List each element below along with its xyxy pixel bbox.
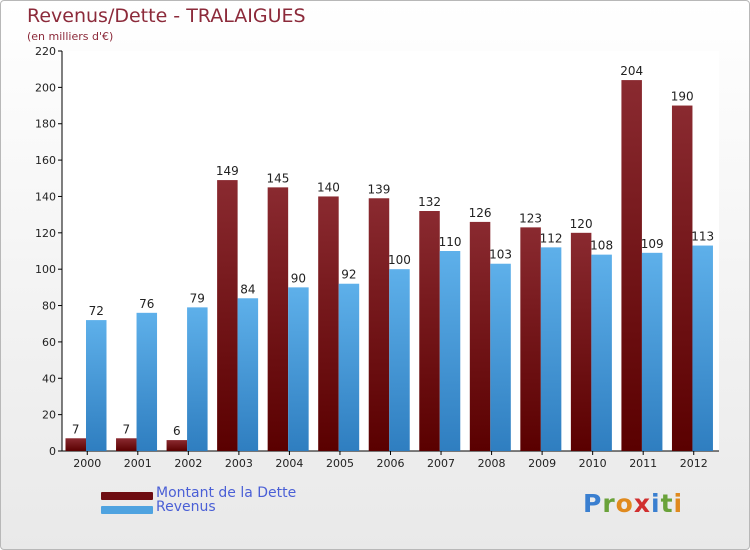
x-tick-label: 2012 [680,457,708,470]
x-tick-label: 2000 [73,457,101,470]
bar-dette [267,187,289,451]
data-label-revenus: 110 [439,235,462,249]
bar-dette [520,227,541,451]
y-tick-label: 180 [35,118,56,131]
y-tick-label: 100 [35,263,56,276]
bars [65,80,713,451]
data-label-dette: 204 [620,64,643,78]
bar-dette [116,438,137,451]
bar-revenus [237,298,259,451]
data-label-dette: 190 [671,90,694,104]
y-tick-label: 160 [35,154,56,167]
data-label-dette: 132 [418,195,441,209]
x-tick-label: 2006 [377,457,405,470]
data-label-revenus: 108 [590,239,613,253]
y-tick-label: 40 [42,372,56,385]
data-label-revenus: 72 [89,304,104,318]
bar-revenus [490,263,511,451]
x-tick-label: 2004 [275,457,303,470]
bar-revenus [86,320,107,451]
y-tick-label: 220 [35,45,56,58]
legend-label-dette: Montant de la Dette [156,485,297,501]
data-label-dette: 149 [216,164,239,178]
bar-revenus [338,283,360,451]
data-label-revenus: 103 [489,248,512,262]
data-label-revenus: 100 [388,253,411,267]
x-tick-label: 2001 [124,457,152,470]
bar-dette [368,198,390,451]
bar-revenus [591,254,612,451]
x-tick-label: 2002 [174,457,202,470]
x-tick-label: 2008 [478,457,506,470]
bar-revenus [692,245,713,451]
bar-dette [166,440,188,451]
x-tick-label: 2011 [629,457,657,470]
proxiti-logo: Proxiti [583,489,684,518]
data-label-dette: 6 [173,424,181,438]
data-label-dette: 139 [368,182,391,196]
data-label-dette: 7 [122,422,130,436]
y-tick-label: 140 [35,190,56,203]
bar-dette [318,196,339,451]
y-tick-label: 20 [42,409,56,422]
bar-revenus [439,251,461,451]
bar-revenus [187,307,208,451]
data-label-revenus: 76 [139,297,154,311]
data-label-revenus: 84 [240,282,255,296]
bar-dette [65,438,86,451]
x-tick-label: 2007 [427,457,455,470]
bar-revenus [540,247,562,451]
x-tick-label: 2010 [579,457,607,470]
x-tick-label: 2003 [225,457,253,470]
bar-dette [671,105,693,451]
chart-subtitle: (en milliers d'€) [27,30,114,43]
legend-label-revenus: Revenus [156,499,216,515]
data-label-revenus: 92 [341,268,356,282]
bar-revenus [641,252,663,451]
bar-revenus [288,287,309,451]
data-label-dette: 7 [72,422,80,436]
bar-dette [570,232,592,451]
legend-swatch-dette [101,492,153,500]
bar-dette [217,180,238,451]
axes: 0 20 40 60 80 100 120 140 160 180 200 220 2000 2001 20… [35,45,719,470]
y-tick-label: 60 [42,336,56,349]
y-tick-label: 200 [35,81,56,94]
y-tick-label: 120 [35,227,56,240]
data-label-revenus: 112 [540,231,563,245]
data-label-dette: 123 [519,211,542,225]
y-tick-label: 80 [42,300,56,313]
data-label-dette: 120 [570,217,593,231]
data-label-dette: 126 [469,206,492,220]
legend-swatch-revenus [101,506,153,514]
y-tick-label: 0 [49,445,56,458]
bar-revenus [136,312,158,451]
data-label-revenus: 113 [691,230,714,244]
bar-dette [419,211,440,451]
data-label-dette: 140 [317,180,340,194]
x-tick-label: 2005 [326,457,354,470]
bar-dette [469,221,491,451]
data-label-revenus: 109 [641,237,664,251]
x-tick-label: 2009 [528,457,556,470]
data-label-revenus: 79 [190,291,205,305]
data-label-revenus: 90 [291,271,306,285]
bar-dette [621,80,642,451]
bar-revenus [389,269,410,451]
data-label-dette: 145 [266,171,289,185]
chart-title: Revenus/Dette - TRALAIGUES [27,5,306,27]
